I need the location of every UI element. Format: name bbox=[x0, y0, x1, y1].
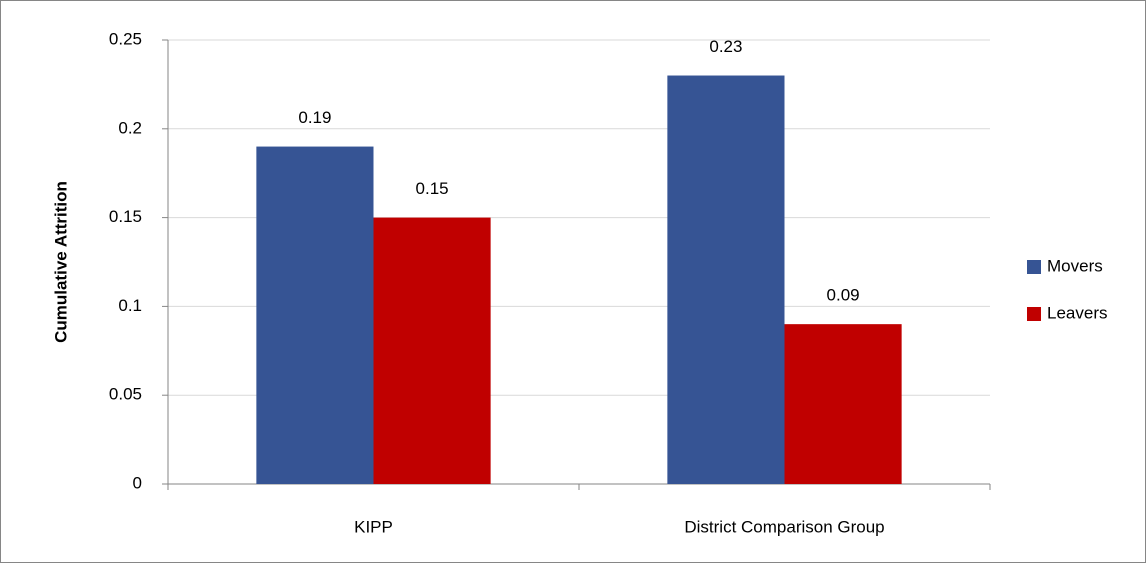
y-tick-label: 0 bbox=[133, 473, 142, 492]
value-label: 0.15 bbox=[416, 179, 449, 198]
value-label: 0.09 bbox=[827, 286, 860, 305]
x-tick-label: District Comparison Group bbox=[684, 517, 884, 536]
bar bbox=[784, 324, 902, 484]
legend-swatch bbox=[1027, 260, 1041, 274]
value-label: 0.19 bbox=[298, 108, 331, 127]
bar bbox=[256, 146, 374, 484]
value-label: 0.23 bbox=[709, 37, 742, 56]
legend-label: Movers bbox=[1047, 256, 1103, 275]
x-tick-label: KIPP bbox=[354, 517, 393, 536]
bar bbox=[667, 75, 785, 485]
y-tick-label: 0.2 bbox=[118, 118, 142, 137]
legend-swatch bbox=[1027, 307, 1041, 321]
y-tick-label: 0.15 bbox=[109, 207, 142, 226]
bar bbox=[373, 217, 491, 484]
y-tick-label: 0.25 bbox=[109, 29, 142, 48]
y-tick-label: 0.05 bbox=[109, 385, 142, 404]
y-tick-label: 0.1 bbox=[118, 296, 142, 315]
y-axis-label: Cumulative Attrition bbox=[51, 181, 70, 343]
legend-label: Leavers bbox=[1047, 303, 1107, 322]
